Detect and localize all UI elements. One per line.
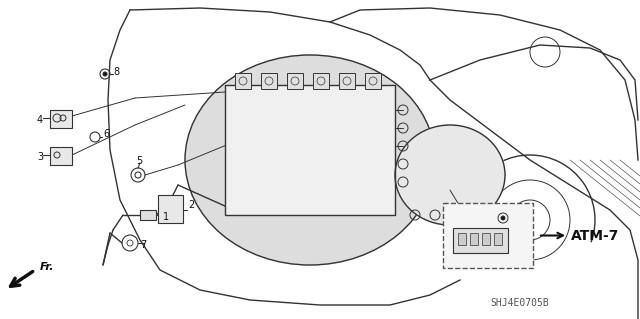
Ellipse shape [185,55,435,265]
Text: SHJ4E0705B: SHJ4E0705B [490,298,548,308]
Bar [261,73,277,89]
Text: 7: 7 [140,240,147,250]
Text: 5: 5 [136,156,142,166]
Text: Fr.: Fr. [40,262,54,272]
Bar [50,147,72,165]
Text: 4: 4 [37,115,43,125]
Text: ATM-7: ATM-7 [571,228,620,242]
Bar [158,195,183,223]
Text: 1: 1 [163,212,169,222]
Bar [482,233,490,245]
Bar [339,73,355,89]
Bar [470,233,478,245]
Ellipse shape [395,125,505,225]
Text: 3: 3 [37,152,43,162]
Bar [140,210,156,220]
Text: 2: 2 [188,200,195,210]
Bar [365,73,381,89]
Circle shape [103,72,107,76]
Bar [235,73,251,89]
Bar [494,233,502,245]
Bar [453,228,508,253]
Text: 8: 8 [113,67,119,77]
Bar [458,233,466,245]
Bar [443,203,533,268]
Bar [225,85,395,215]
Bar [50,110,72,128]
Bar [287,73,303,89]
Bar [313,73,329,89]
Text: 6: 6 [103,129,109,139]
Circle shape [501,216,505,220]
